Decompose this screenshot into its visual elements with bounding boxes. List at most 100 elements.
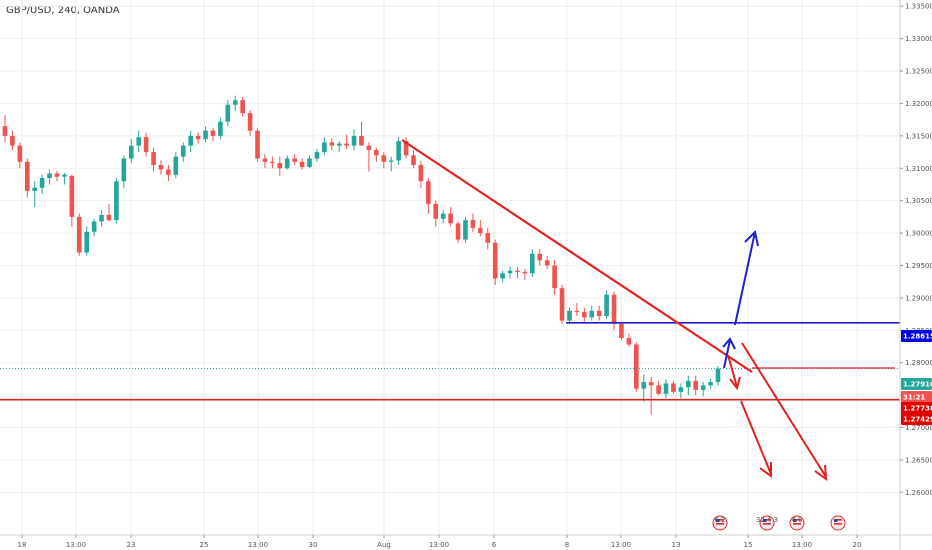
candle-body [374, 150, 379, 156]
candle-body [336, 143, 342, 146]
candle-body [210, 130, 216, 136]
x-tick-label: 13:00 [611, 541, 631, 549]
bearish-arrow-large[interactable] [741, 342, 828, 482]
candle-body [403, 141, 409, 156]
flag-stripe [716, 523, 724, 525]
candle-body [685, 380, 691, 388]
candle-body [121, 158, 127, 182]
price-tag-box [901, 413, 932, 425]
x-tick-label: 13:00 [248, 541, 268, 549]
candle-body [478, 227, 483, 234]
chart-title: GBP/USD, 240, OANDA [6, 5, 120, 16]
bullish-arrow-small[interactable] [722, 337, 736, 369]
candle-body [158, 165, 164, 170]
flag-stripe [834, 519, 842, 521]
candle-body [195, 135, 201, 140]
candle-body [448, 213, 453, 224]
candle-body [143, 137, 149, 153]
price-axis[interactable]: 1.33500 1.33000 1.32500 1.32000 1.31500 1.310… [899, 0, 932, 550]
chart-grid [0, 0, 900, 535]
drawings-layer [401, 139, 895, 482]
candle-body [173, 156, 179, 175]
bearish-arrow-medium[interactable] [740, 400, 772, 478]
candle-body [582, 312, 587, 318]
event-count-label: 4 0 [791, 516, 802, 524]
candle-body [693, 380, 699, 390]
y-tick-label: 1.29500 [905, 262, 932, 270]
candle-body [366, 145, 372, 151]
candle-body [440, 213, 446, 219]
x-tick-label: Aug [377, 541, 391, 549]
y-tick-label: 1.33000 [905, 35, 932, 43]
candle-body [24, 161, 30, 191]
y-tick-label: 1.29000 [905, 294, 932, 302]
event-count-label: 32 4 3 [756, 516, 778, 524]
horizontal-lines-layer [0, 322, 900, 401]
candle-body [507, 270, 513, 274]
x-tick-label: 13 [672, 541, 681, 549]
candle-body [203, 130, 208, 140]
time-axis[interactable]: 18 13:00 23 25 13:00 30 Aug 13:00 6 8 13:00 13 15 13:… [0, 534, 932, 549]
price-tag-label: 31:21 [903, 394, 925, 402]
candle-body [492, 242, 498, 279]
flag-canton [834, 519, 838, 522]
candle-body [2, 126, 8, 136]
flag-stripe [716, 519, 724, 521]
candle-body [114, 181, 119, 221]
y-tick-label: 1.31000 [905, 165, 932, 173]
bullish-arrow-large[interactable] [734, 229, 759, 326]
candle-body [322, 142, 327, 153]
candle-body [515, 270, 520, 272]
flag-stripe [763, 519, 771, 521]
x-tick-label: 13:00 [429, 541, 449, 549]
candle-body [91, 221, 97, 232]
candle-body [678, 387, 684, 392]
candle-body [433, 203, 439, 219]
candle-body [708, 382, 713, 386]
candle-body [329, 142, 335, 146]
candle-body [225, 104, 231, 122]
candle-body [596, 310, 602, 317]
price-tag-box [901, 378, 932, 390]
candle-body [32, 187, 38, 191]
candle-body [388, 160, 394, 162]
candle-body [537, 253, 543, 261]
candle-body [136, 137, 141, 146]
y-tick-label: 1.27000 [905, 424, 932, 432]
candle-body [344, 143, 349, 146]
flag-canton [763, 519, 767, 522]
candle-body [62, 174, 67, 177]
x-tick-label: 15 [744, 541, 753, 549]
flag-stripe [763, 523, 771, 525]
candle-body [567, 310, 572, 321]
candle-body [426, 181, 431, 204]
y-tick-label: 1.30500 [905, 197, 932, 205]
candle-body [604, 294, 609, 317]
candle-body [84, 231, 90, 253]
bearish-arrow-small[interactable] [727, 354, 741, 391]
candle-body [626, 338, 632, 345]
price-tag-box [901, 402, 932, 414]
candle-body [671, 383, 676, 392]
candle-body [314, 152, 320, 159]
price-tags: 1.28615 1.27910 31:21 1.27738 1.27429 [901, 330, 932, 425]
candle-body [641, 382, 647, 389]
x-tick-label: 8 [565, 541, 569, 549]
candle-body [619, 323, 624, 339]
candle-body [470, 220, 476, 228]
flag-stripe [793, 519, 801, 521]
candle-body [270, 161, 275, 164]
candle-body [463, 220, 468, 240]
candle-body [574, 310, 580, 313]
candle-body [611, 294, 617, 324]
candle-body [106, 214, 112, 221]
candle-body [552, 265, 557, 289]
candle-body [700, 385, 706, 390]
candle-body [166, 169, 171, 175]
candle-body [17, 145, 23, 162]
downtrend-line[interactable] [401, 139, 753, 373]
candle-body [307, 158, 312, 167]
y-tick-label: 1.31500 [905, 132, 932, 140]
y-tick-label: 1.32500 [905, 68, 932, 76]
